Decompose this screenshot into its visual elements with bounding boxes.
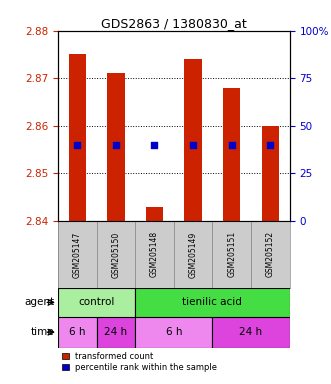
Point [268,142,273,148]
Text: agent: agent [24,297,55,308]
Point [152,142,157,148]
Title: GDS2863 / 1380830_at: GDS2863 / 1380830_at [101,17,247,30]
Bar [69,55,86,221]
Text: 6 h: 6 h [69,327,85,337]
Bar [58,221,97,288]
Legend: transformed count, percentile rank within the sample: transformed count, percentile rank withi… [62,352,217,372]
Text: 6 h: 6 h [166,327,182,337]
Text: tienilic acid: tienilic acid [182,297,242,308]
Bar [58,288,135,317]
Text: GSM205148: GSM205148 [150,231,159,278]
Point [229,142,234,148]
Bar [146,207,163,221]
Point [113,142,118,148]
Bar [213,221,251,288]
Bar [184,59,202,221]
Bar [135,221,174,288]
Text: GSM205152: GSM205152 [266,231,275,278]
Bar [58,317,97,348]
Bar [135,288,290,317]
Text: 24 h: 24 h [239,327,262,337]
Text: control: control [78,297,115,308]
Bar [135,317,213,348]
Text: time: time [31,327,55,337]
Bar [97,317,135,348]
Text: GSM205151: GSM205151 [227,231,236,278]
Point [190,142,196,148]
Bar [251,221,290,288]
Bar [223,88,240,221]
Text: 24 h: 24 h [104,327,127,337]
Text: GSM205149: GSM205149 [189,231,198,278]
Text: GSM205150: GSM205150 [111,231,120,278]
Bar [213,317,290,348]
Bar [107,73,124,221]
Point [74,142,80,148]
Bar [174,221,213,288]
Bar [261,126,279,221]
Text: GSM205147: GSM205147 [73,231,82,278]
Bar [97,221,135,288]
